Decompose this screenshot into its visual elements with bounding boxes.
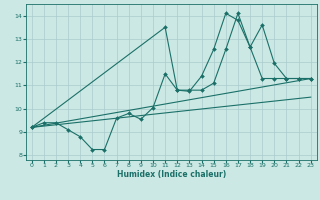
X-axis label: Humidex (Indice chaleur): Humidex (Indice chaleur) (116, 170, 226, 179)
